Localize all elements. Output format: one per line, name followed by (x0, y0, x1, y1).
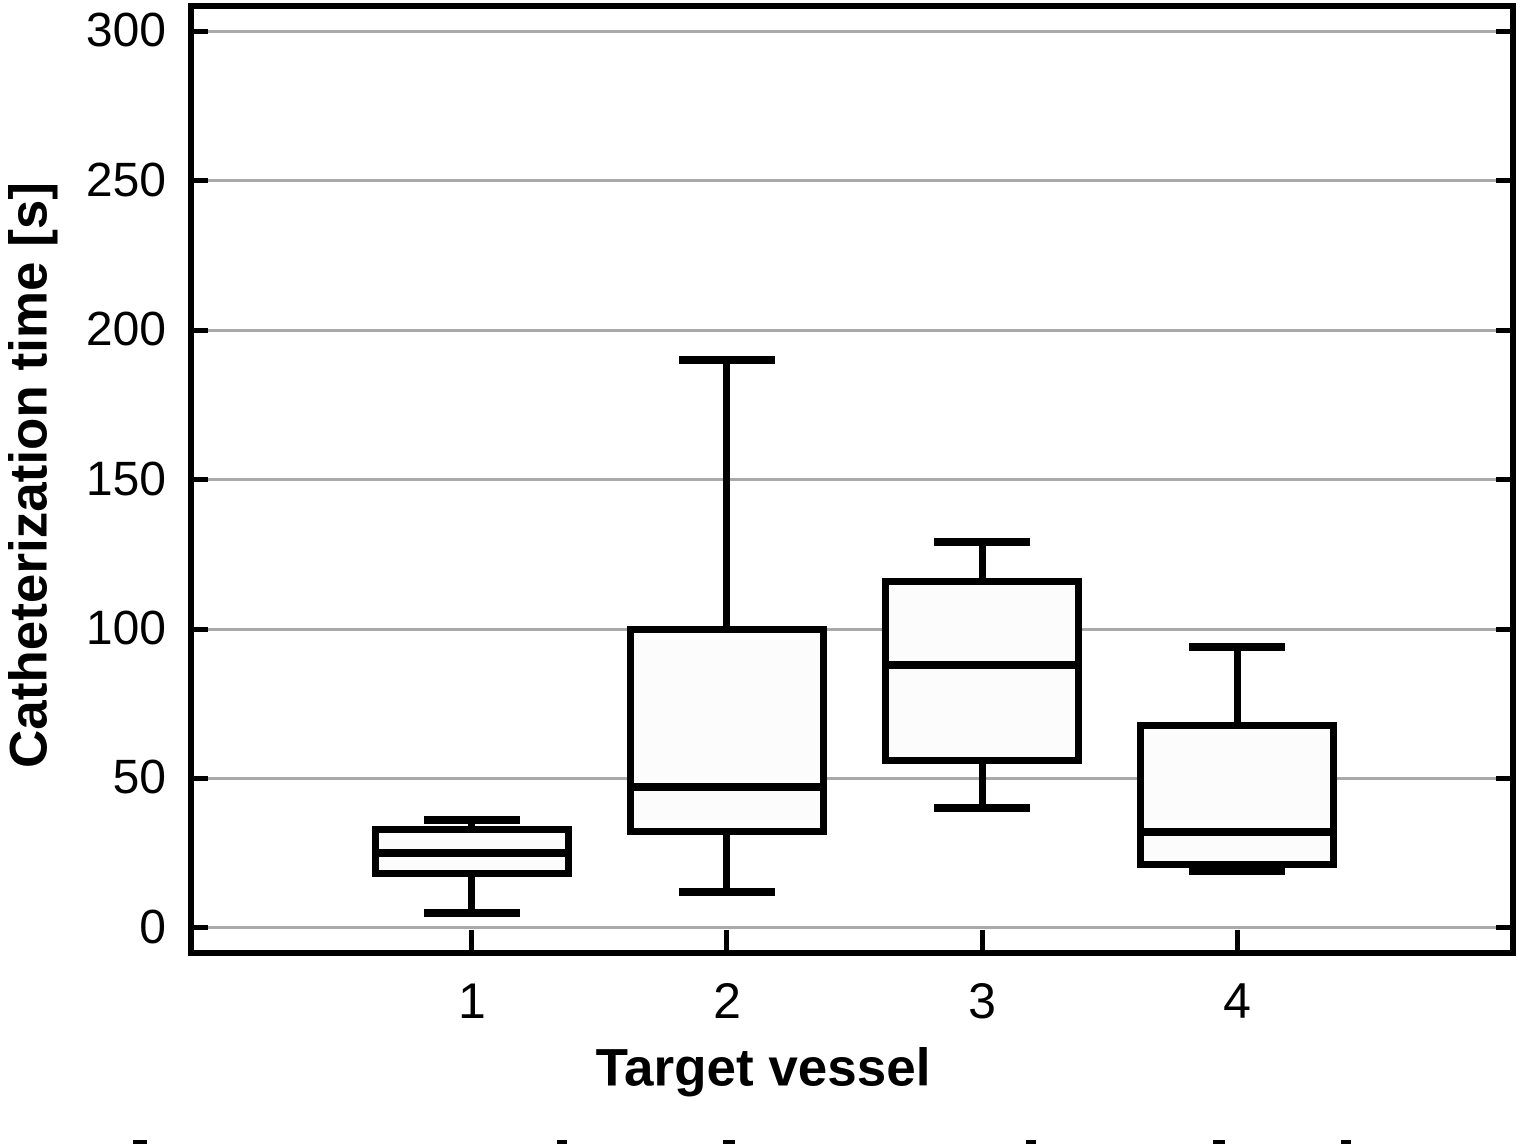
box-series-layer (194, 9, 1510, 950)
box-plot-box (1137, 721, 1338, 869)
whisker-cap-lower (1189, 867, 1286, 876)
whisker-line-lower (978, 763, 986, 809)
gridline-layer (194, 9, 1510, 950)
y-tick-mark-left (194, 626, 208, 632)
gridline (194, 926, 1510, 930)
gridline (194, 776, 1510, 780)
y-tick-mark-left (194, 477, 208, 483)
whisker-line-lower (723, 835, 731, 893)
y-tick-mark-left (194, 28, 208, 34)
cropped-text-fragment (1341, 1140, 1351, 1144)
x-tick-mark (469, 930, 475, 950)
y-tick-mark-left (194, 327, 208, 333)
box-plot-box (626, 626, 827, 836)
median-line (882, 660, 1083, 669)
y-tick-label: 50 (112, 751, 166, 805)
cropped-text-fragment (133, 1140, 147, 1144)
whisker-cap-upper (934, 538, 1031, 547)
gridline (194, 627, 1510, 631)
x-tick-label: 4 (1223, 973, 1251, 1029)
whisker-cap-lower (934, 804, 1031, 813)
y-tick-label: 150 (85, 452, 166, 506)
cropped-text-fragment (557, 1140, 567, 1144)
cropped-text-fragment (723, 1140, 735, 1144)
gridline (194, 29, 1510, 33)
y-tick-mark-right (1496, 327, 1510, 333)
whisker-line-upper (1233, 646, 1241, 722)
x-tick-label: 3 (968, 973, 996, 1029)
median-line (626, 783, 827, 792)
y-tick-mark-left (194, 178, 208, 184)
tick-mark-layer (194, 9, 1510, 950)
y-tick-label: 200 (85, 303, 166, 357)
gridline (194, 179, 1510, 183)
x-axis-title: Target vessel (595, 1038, 931, 1098)
whisker-line-upper (978, 542, 986, 579)
whisker-cap-upper (1189, 642, 1286, 651)
x-tick-mark (724, 930, 730, 950)
gridline (194, 328, 1510, 332)
whisker-cap-lower (423, 908, 520, 917)
whisker-cap-lower (678, 888, 775, 897)
y-tick-mark-right (1496, 178, 1510, 184)
whisker-line-upper (723, 360, 731, 627)
gridline (194, 478, 1510, 482)
y-tick-label: 0 (139, 900, 166, 954)
y-tick-label: 100 (85, 602, 166, 656)
y-tick-mark-right (1496, 925, 1510, 931)
y-tick-mark-left (194, 925, 208, 931)
y-tick-mark-right (1496, 477, 1510, 483)
y-tick-mark-right (1496, 775, 1510, 781)
x-tick-label: 2 (713, 973, 741, 1029)
y-tick-mark-right (1496, 28, 1510, 34)
cropped-text-fragment (1026, 1140, 1036, 1144)
median-line (371, 849, 572, 858)
whisker-cap-upper (423, 816, 520, 825)
whisker-cap-upper (678, 356, 775, 365)
median-line (1137, 828, 1338, 837)
x-tick-mark (1234, 930, 1240, 950)
y-tick-label: 250 (85, 153, 166, 207)
y-tick-label: 300 (85, 4, 166, 58)
plot-area (188, 3, 1516, 956)
box-plot-box (882, 578, 1083, 764)
y-tick-mark-right (1496, 626, 1510, 632)
whisker-line-lower (468, 877, 476, 913)
y-tick-mark-left (194, 775, 208, 781)
x-tick-mark (979, 930, 985, 950)
cropped-text-fragment (1213, 1140, 1225, 1144)
x-tick-label: 1 (458, 973, 486, 1029)
